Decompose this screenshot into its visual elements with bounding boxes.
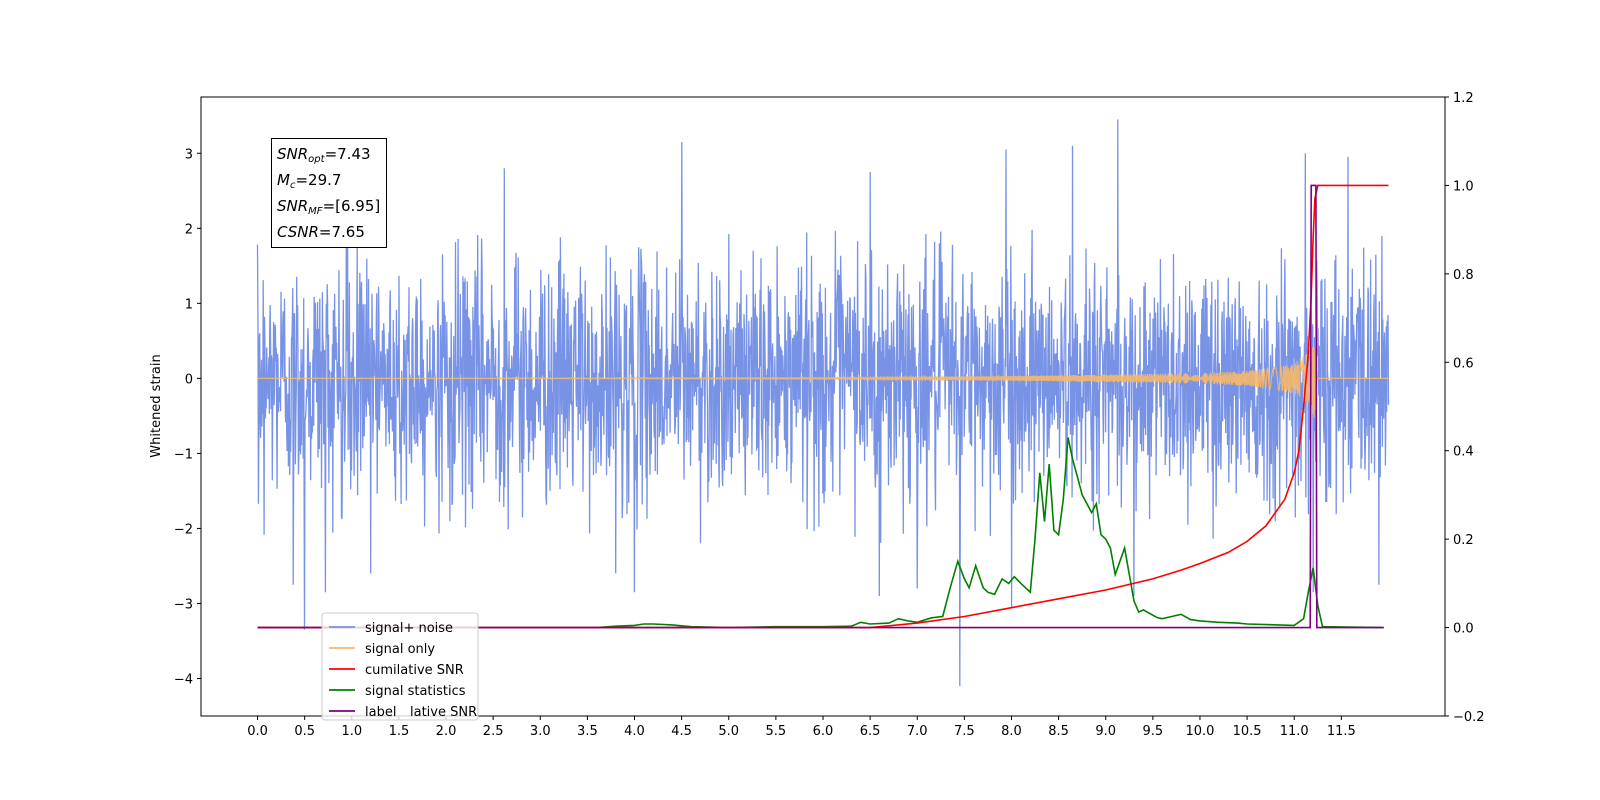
right-y-tick-label: 1.0 (1453, 179, 1474, 194)
x-tick-label: 5.5 (766, 724, 787, 739)
x-tick-label: 10.0 (1185, 724, 1214, 739)
snr-mf-annotation: SNRMF=[6.95] (277, 197, 381, 217)
stats-annotation-box: SNRopt=7.43 Mc=29.7 SNRMF=[6.95] CSNR=7.… (271, 138, 388, 248)
x-tick-label: 2.5 (483, 724, 504, 739)
mc-annotation: Mc=29.7 (277, 171, 342, 191)
axes-ticks: 0.0 0.5 1.0 1.5 2.0 2.5 3.0 3.5 4.0 4.5 5.0 5.5 6.0 6… (174, 91, 1485, 739)
x-tick-label: 2.0 (436, 724, 457, 739)
x-tick-label: 6.0 (813, 724, 834, 739)
left-y-tick-label: −3 (174, 597, 193, 612)
right-y-tick-label: 0.4 (1453, 445, 1474, 460)
x-tick-label: 9.0 (1095, 724, 1116, 739)
left-y-tick-label: −2 (174, 522, 193, 537)
right-y-tick-label: 0.8 (1453, 268, 1474, 283)
right-y-tick-label: 1.2 (1453, 91, 1474, 106)
label-line (257, 184, 1384, 629)
legend-label: signal statistics (365, 684, 466, 699)
legend-obscured-text: lative SNR (410, 705, 477, 720)
right-y-tick-label: 0.6 (1453, 356, 1474, 371)
left-y-tick-label: 3 (185, 147, 193, 162)
x-tick-label: 8.0 (1001, 724, 1022, 739)
x-tick-label: 1.0 (341, 724, 362, 739)
left-y-tick-label: −4 (174, 672, 193, 687)
left-y-tick-label: −1 (174, 447, 193, 462)
x-tick-label: 3.0 (530, 724, 551, 739)
legend-box (321, 612, 479, 721)
x-tick-label: 11.0 (1280, 724, 1309, 739)
right-y-tick-label: 0.0 (1453, 622, 1474, 637)
signal-statistics-line (257, 437, 1384, 629)
right-y-tick-label: −0.2 (1453, 710, 1485, 725)
x-tick-label: 7.0 (907, 724, 928, 739)
snr-opt-annotation: SNRopt=7.43 (277, 145, 371, 165)
x-tick-label: 4.5 (671, 724, 692, 739)
legend-label: label (365, 705, 396, 720)
legend-label: signal+ noise (365, 621, 453, 636)
x-tick-label: 9.5 (1143, 724, 1164, 739)
right-y-tick-label: 0.2 (1453, 533, 1474, 548)
x-tick-label: 11.5 (1327, 724, 1356, 739)
left-y-tick-label: 2 (185, 222, 193, 237)
signal-only-line (257, 345, 1389, 418)
x-tick-label: 0.5 (294, 724, 315, 739)
legend: lative SNR signal+ noise signal only cumila… (321, 612, 479, 721)
x-tick-label: 6.5 (860, 724, 881, 739)
y-axis-label: Whitened strain (149, 354, 164, 457)
x-tick-label: 0.0 (247, 724, 268, 739)
left-y-tick-label: 0 (185, 372, 193, 387)
plot-area (256, 119, 1390, 687)
x-tick-label: 7.5 (954, 724, 975, 739)
x-tick-label: 10.5 (1233, 724, 1262, 739)
x-tick-label: 4.0 (624, 724, 645, 739)
signal-noise-line (256, 119, 1390, 687)
x-tick-label: 8.5 (1048, 724, 1069, 739)
legend-label: cumilative SNR (365, 663, 464, 678)
x-tick-label: 5.0 (718, 724, 739, 739)
x-tick-label: 1.5 (389, 724, 410, 739)
x-tick-label: 3.5 (577, 724, 598, 739)
csnr-annotation: CSNR=7.65 (277, 223, 365, 241)
legend-label: signal only (365, 642, 435, 657)
left-y-tick-label: 1 (185, 297, 193, 312)
